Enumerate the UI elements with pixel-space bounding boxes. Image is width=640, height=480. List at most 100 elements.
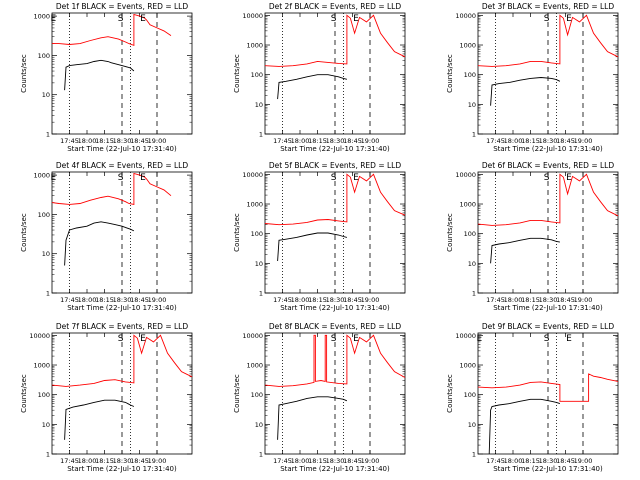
x-tick-label: 18:15 — [308, 457, 327, 465]
x-tick-label: 18:30 — [113, 296, 132, 304]
segment-marker: E — [353, 173, 359, 183]
segment-marker: S — [544, 334, 550, 344]
panel-title: Det 4f BLACK = Events, RED = LLD — [56, 161, 189, 170]
panel-title: Det 2f BLACK = Events, RED = LLD — [269, 2, 402, 11]
events-series-line — [277, 396, 348, 440]
segment-marker: E — [140, 173, 146, 183]
y-tick-label: 10000 — [29, 332, 50, 340]
x-axis-label: Start Time (22-Jul-10 17:31:40) — [67, 304, 177, 312]
y-tick-label: 10 — [468, 421, 476, 429]
y-tick-label: 10000 — [242, 332, 263, 340]
segment-marker: S — [331, 14, 337, 24]
events-series-line — [490, 237, 560, 264]
x-axis-label: Start Time (22-Jul-10 17:31:40) — [67, 145, 177, 153]
x-tick-label: 17:45 — [60, 137, 79, 145]
y-tick-label: 1000 — [246, 42, 263, 50]
x-tick-label: 18:30 — [539, 296, 558, 304]
panel-7: Det 7f BLACK = Events, RED = LLD Counts/s… — [20, 322, 193, 473]
lld-series-line — [52, 13, 172, 47]
y-tick-label: 10 — [468, 260, 476, 268]
x-tick-label: 17:45 — [486, 137, 505, 145]
y-tick-label: 10000 — [455, 332, 476, 340]
x-tick-label: 19:00 — [148, 457, 167, 465]
x-tick-label: 18:15 — [308, 296, 327, 304]
panel-title: Det 3f BLACK = Events, RED = LLD — [482, 2, 615, 11]
panel-4: Det 4f BLACK = Events, RED = LLD Counts/s… — [20, 161, 193, 312]
lld-series-line — [264, 334, 406, 387]
panel-5: Det 5f BLACK = Events, RED = LLD Counts/s… — [233, 161, 406, 312]
panel-8: Det 8f BLACK = Events, RED = LLD Counts/s… — [233, 322, 406, 473]
x-tick-label: 18:30 — [326, 457, 345, 465]
x-tick-label: 18:15 — [521, 457, 540, 465]
segment-marker: E — [51, 14, 57, 24]
panel-1: Det 1f BLACK = Events, RED = LLD Counts/s… — [20, 2, 193, 153]
y-tick-label: 1000 — [33, 172, 50, 180]
y-tick-label: 1 — [259, 131, 263, 139]
y-tick-label: 10000 — [242, 171, 263, 179]
x-tick-label: 18:45 — [130, 457, 149, 465]
x-tick-label: 17:45 — [486, 296, 505, 304]
x-tick-label: 17:45 — [60, 296, 79, 304]
x-axis-label: Start Time (22-Jul-10 17:31:40) — [493, 145, 603, 153]
y-tick-label: 1 — [472, 131, 476, 139]
events-series-line — [64, 399, 135, 440]
y-tick-label: 1000 — [246, 201, 263, 209]
lld-series-line — [264, 173, 406, 226]
x-tick-label: 18:15 — [521, 296, 540, 304]
y-axis-label: Counts/sec — [233, 374, 241, 413]
y-tick-label: 1 — [472, 290, 476, 298]
segment-marker: S — [118, 14, 124, 24]
segment-marker: E — [140, 14, 146, 24]
events-series-line — [64, 59, 135, 91]
y-tick-label: 10 — [42, 91, 50, 99]
y-axis-label: Counts/sec — [20, 54, 28, 93]
x-tick-label: 18:15 — [95, 296, 114, 304]
y-tick-label: 10 — [255, 421, 263, 429]
x-tick-label: 18:45 — [556, 296, 575, 304]
y-tick-label: 100 — [38, 211, 50, 219]
segment-marker: E — [566, 14, 572, 24]
x-axis-label: Start Time (22-Jul-10 17:31:40) — [280, 465, 390, 473]
panel-3: Det 3f BLACK = Events, RED = LLD Counts/s… — [446, 2, 619, 153]
x-tick-label: 19:00 — [574, 137, 593, 145]
x-tick-label: 18:00 — [291, 296, 310, 304]
x-tick-label: 18:30 — [539, 457, 558, 465]
panel-title: Det 7f BLACK = Events, RED = LLD — [56, 322, 189, 331]
y-tick-label: 10000 — [242, 12, 263, 20]
panel-title: Det 8f BLACK = Events, RED = LLD — [269, 322, 402, 331]
x-tick-label: 18:45 — [343, 296, 362, 304]
segment-marker: E — [51, 173, 57, 183]
x-tick-label: 17:45 — [486, 457, 505, 465]
events-series-line — [277, 232, 348, 262]
events-series-line — [64, 221, 135, 266]
x-tick-label: 19:00 — [148, 137, 167, 145]
y-tick-label: 1 — [46, 131, 50, 139]
x-tick-label: 17:45 — [273, 137, 292, 145]
y-tick-label: 100 — [464, 230, 476, 238]
y-tick-label: 1000 — [459, 362, 476, 370]
y-tick-label: 1 — [259, 451, 263, 459]
y-axis-label: Counts/sec — [446, 374, 454, 413]
x-tick-label: 19:00 — [361, 457, 380, 465]
y-axis-label: Counts/sec — [20, 213, 28, 252]
panel-title: Det 5f BLACK = Events, RED = LLD — [269, 161, 402, 170]
x-tick-label: 17:45 — [60, 457, 79, 465]
x-tick-label: 18:00 — [78, 137, 97, 145]
x-tick-label: 18:45 — [130, 296, 149, 304]
events-series-line — [277, 74, 348, 100]
x-tick-label: 18:00 — [291, 457, 310, 465]
y-tick-label: 1000 — [459, 42, 476, 50]
y-tick-label: 1 — [46, 451, 50, 459]
lld-series-line — [51, 172, 172, 205]
panel-6: Det 6f BLACK = Events, RED = LLD Counts/s… — [446, 161, 619, 312]
x-tick-label: 18:15 — [95, 137, 114, 145]
y-tick-label: 100 — [251, 71, 263, 79]
x-tick-label: 18:15 — [308, 137, 327, 145]
lld-series-line — [477, 173, 619, 226]
x-tick-label: 19:00 — [574, 296, 593, 304]
x-tick-label: 18:45 — [130, 137, 149, 145]
segment-marker: S — [331, 334, 337, 344]
y-tick-label: 1000 — [33, 362, 50, 370]
events-series-line — [488, 398, 561, 455]
x-tick-label: 18:30 — [113, 137, 132, 145]
